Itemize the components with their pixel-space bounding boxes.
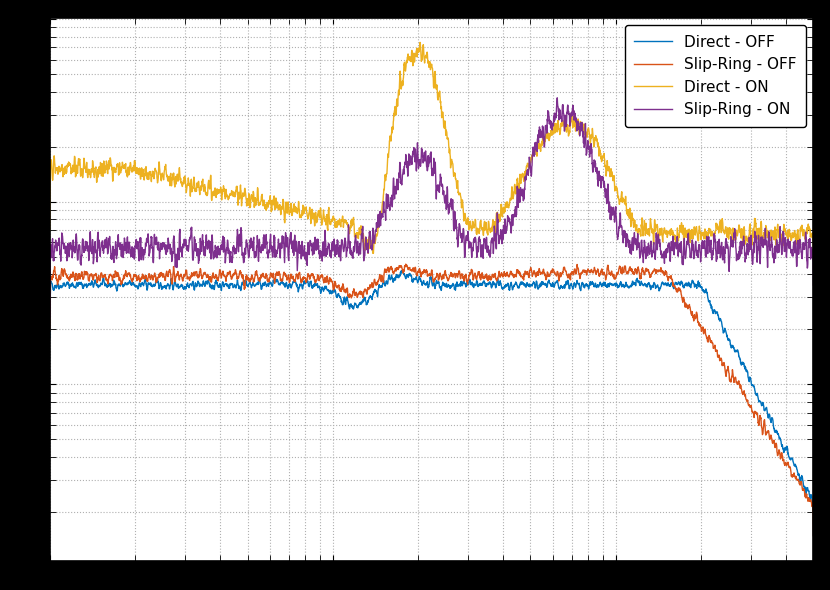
Direct - ON (132, 164, 142, 171)
Line: Direct - OFF: Direct - OFF (50, 270, 813, 536)
Slip-Ring - ON (338, 240, 348, 247)
Direct - OFF (398, 267, 408, 274)
Line: Direct - ON: Direct - ON (50, 42, 813, 258)
Line: Slip-Ring - OFF: Slip-Ring - OFF (50, 264, 813, 536)
Slip-Ring - ON (132, 244, 142, 251)
Direct - OFF (338, 301, 348, 308)
Slip-Ring - OFF (371, 281, 381, 288)
Direct - ON (338, 212, 348, 219)
Direct - ON (178, 183, 188, 190)
Direct - ON (415, 39, 425, 46)
Direct - ON (711, 222, 721, 230)
Direct - OFF (178, 283, 188, 290)
Direct - ON (45, 227, 55, 234)
Direct - OFF (793, 471, 803, 478)
Direct - OFF (132, 283, 142, 290)
Legend: Direct - OFF, Slip-Ring - OFF, Direct - ON, Slip-Ring - ON: Direct - OFF, Slip-Ring - OFF, Direct - … (624, 25, 806, 127)
Direct - ON (808, 255, 818, 262)
Direct - ON (793, 235, 803, 242)
Direct - OFF (711, 309, 721, 316)
Slip-Ring - ON (793, 251, 803, 258)
Slip-Ring - OFF (401, 261, 411, 268)
Direct - ON (371, 237, 381, 244)
Direct - OFF (371, 288, 381, 295)
Slip-Ring - ON (45, 314, 55, 321)
Slip-Ring - ON (178, 254, 188, 261)
Slip-Ring - ON (711, 258, 721, 265)
Slip-Ring - OFF (45, 327, 55, 335)
Slip-Ring - OFF (132, 277, 142, 284)
Slip-Ring - ON (552, 94, 562, 101)
Slip-Ring - OFF (338, 281, 348, 289)
Line: Slip-Ring - ON: Slip-Ring - ON (50, 98, 813, 317)
Slip-Ring - OFF (793, 478, 803, 485)
Slip-Ring - OFF (711, 348, 721, 355)
Direct - OFF (808, 532, 818, 539)
Slip-Ring - ON (371, 227, 381, 234)
Slip-Ring - ON (808, 281, 818, 289)
Slip-Ring - OFF (808, 532, 818, 539)
Slip-Ring - OFF (178, 276, 188, 283)
Direct - OFF (45, 335, 55, 342)
